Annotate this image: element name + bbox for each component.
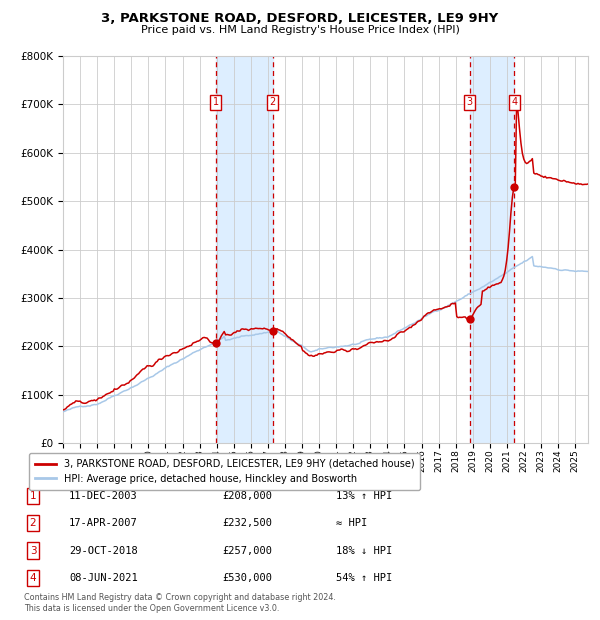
Text: 29-OCT-2018: 29-OCT-2018 bbox=[69, 546, 138, 556]
Text: £232,500: £232,500 bbox=[222, 518, 272, 528]
Legend: 3, PARKSTONE ROAD, DESFORD, LEICESTER, LE9 9HY (detached house), HPI: Average pr: 3, PARKSTONE ROAD, DESFORD, LEICESTER, L… bbox=[29, 453, 421, 490]
Text: 2: 2 bbox=[270, 97, 276, 107]
Bar bbox=[470, 56, 514, 443]
Text: 17-APR-2007: 17-APR-2007 bbox=[69, 518, 138, 528]
Text: £257,000: £257,000 bbox=[222, 546, 272, 556]
Bar bbox=[215, 56, 273, 443]
Text: 18% ↓ HPI: 18% ↓ HPI bbox=[336, 546, 392, 556]
Text: 3: 3 bbox=[467, 97, 473, 107]
Text: 08-JUN-2021: 08-JUN-2021 bbox=[69, 573, 138, 583]
Text: £208,000: £208,000 bbox=[222, 491, 272, 501]
Text: 13% ↑ HPI: 13% ↑ HPI bbox=[336, 491, 392, 501]
Text: 3, PARKSTONE ROAD, DESFORD, LEICESTER, LE9 9HY: 3, PARKSTONE ROAD, DESFORD, LEICESTER, L… bbox=[101, 12, 499, 25]
Text: 2: 2 bbox=[29, 518, 37, 528]
Text: £530,000: £530,000 bbox=[222, 573, 272, 583]
Text: 11-DEC-2003: 11-DEC-2003 bbox=[69, 491, 138, 501]
Text: 1: 1 bbox=[29, 491, 37, 501]
Text: 3: 3 bbox=[29, 546, 37, 556]
Text: 4: 4 bbox=[511, 97, 517, 107]
Text: ≈ HPI: ≈ HPI bbox=[336, 518, 367, 528]
Text: Contains HM Land Registry data © Crown copyright and database right 2024.
This d: Contains HM Land Registry data © Crown c… bbox=[24, 593, 336, 613]
Text: Price paid vs. HM Land Registry's House Price Index (HPI): Price paid vs. HM Land Registry's House … bbox=[140, 25, 460, 35]
Text: 4: 4 bbox=[29, 573, 37, 583]
Text: 54% ↑ HPI: 54% ↑ HPI bbox=[336, 573, 392, 583]
Text: 1: 1 bbox=[212, 97, 218, 107]
